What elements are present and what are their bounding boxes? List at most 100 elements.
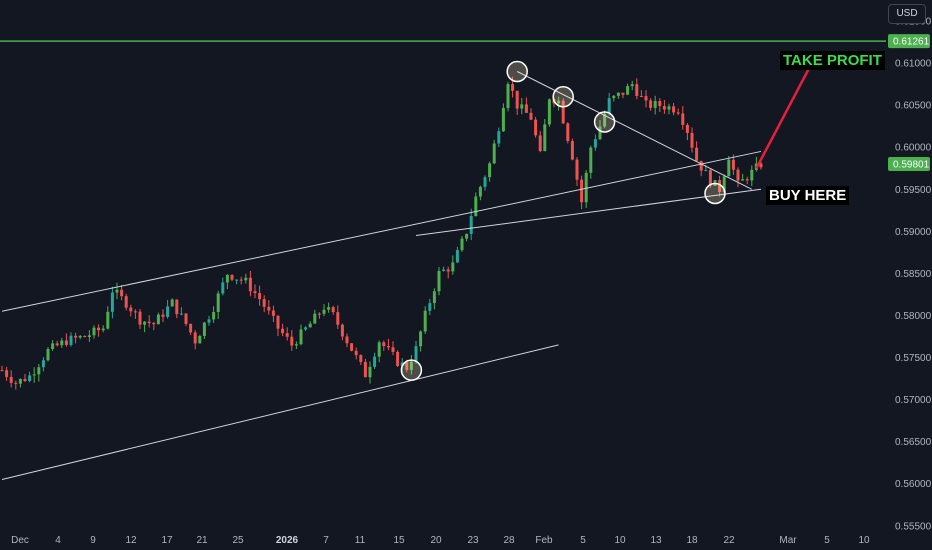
touch-point-circle: [704, 182, 726, 205]
time-tick-label: Dec: [11, 535, 29, 546]
candle-body: [474, 196, 478, 217]
candle-body: [170, 299, 174, 307]
price-axis-bg: [886, 0, 932, 550]
candle-body: [465, 233, 469, 239]
candle-body: [193, 332, 197, 344]
candle-body: [354, 350, 358, 356]
candle-body: [488, 163, 492, 178]
candle-body: [207, 319, 211, 323]
time-tick-label: 5: [580, 535, 586, 546]
time-tick-label: 22: [723, 535, 735, 546]
candle-body: [271, 310, 275, 316]
price-tick-label: 0.61000: [895, 59, 932, 70]
candle-body: [497, 131, 501, 144]
candle-body: [133, 311, 137, 313]
candle-body: [299, 329, 303, 345]
touch-point-circle: [506, 60, 528, 83]
candle-body: [607, 98, 611, 114]
candle-body: [78, 336, 82, 338]
candle-body: [543, 124, 547, 152]
candle-body: [575, 159, 579, 180]
candle-body: [359, 355, 363, 362]
candle-body: [483, 177, 487, 187]
time-tick-label: 4: [55, 535, 61, 546]
price-tick-label: 0.55500: [895, 521, 932, 532]
time-tick-label: Mar: [779, 535, 797, 546]
candle-body: [492, 143, 496, 164]
candle-body: [115, 289, 119, 293]
price-axis[interactable]: 0.615000.610000.605000.600000.595000.590…: [886, 0, 932, 550]
candle-body: [529, 112, 533, 120]
candle-body: [741, 179, 745, 181]
candle-body: [138, 311, 142, 325]
candle-body: [74, 335, 78, 338]
current_price-badge: [888, 156, 930, 171]
candle-body: [373, 356, 377, 367]
candle-body: [198, 335, 202, 344]
candle-body: [285, 333, 289, 337]
take_profit-badge-label: 0.61261: [893, 37, 930, 48]
candle-body: [55, 343, 59, 346]
candle-body: [662, 106, 666, 110]
candle-body: [538, 135, 542, 152]
candle-body: [626, 86, 630, 95]
time-tick-label: 11: [355, 535, 366, 546]
currency-selector-button[interactable]: USD: [888, 4, 926, 24]
candle-body: [400, 362, 404, 366]
candle-body: [230, 274, 234, 280]
candle-body: [106, 311, 110, 329]
candle-body: [437, 270, 441, 292]
candle-body: [690, 132, 694, 148]
time-tick-label: 9: [90, 535, 96, 546]
candle-body: [414, 346, 418, 362]
candle-body: [147, 321, 151, 323]
time-tick-label: 2026: [276, 535, 299, 546]
touch-points-layer: [400, 60, 726, 381]
candle-body: [391, 347, 395, 352]
candle-body: [124, 296, 128, 308]
candle-body: [644, 96, 648, 101]
price-tick-label: 0.59500: [895, 185, 932, 196]
candle-body: [175, 299, 179, 315]
candle-body: [704, 170, 708, 172]
candle-body: [129, 307, 133, 312]
candle-body: [83, 336, 87, 338]
candle-body: [580, 179, 584, 203]
touch-point-circle: [400, 359, 423, 381]
candle-body: [547, 99, 551, 125]
candle-body: [428, 303, 432, 311]
time-tick-label: 15: [393, 535, 405, 546]
candle-body: [41, 360, 45, 368]
candle-body: [212, 312, 216, 320]
candle-body: [294, 344, 298, 346]
time-axis[interactable]: Dec 4 9 12 17 21 25 2026 7 11 15 20 23 28 Feb 5 10 13 18 22…: [0, 530, 932, 550]
candle-body: [221, 282, 225, 294]
candle-body: [327, 307, 331, 310]
touch-point-circle: [552, 85, 574, 108]
time-tick-label: 18: [686, 535, 698, 546]
candle-body: [262, 299, 266, 307]
buy-here-label: BUY HERE: [766, 186, 850, 205]
take_profit-badge: [888, 34, 930, 49]
candle-body: [419, 331, 423, 347]
candle-body: [101, 328, 105, 331]
price-tick-label: 0.56000: [895, 479, 932, 490]
candle-body: [92, 327, 96, 336]
candle-body: [189, 323, 193, 333]
candle-body: [340, 324, 344, 337]
candle-body: [570, 141, 574, 160]
candle-body: [396, 351, 400, 366]
candle-body: [322, 309, 326, 314]
price-tick-label: 0.60000: [895, 143, 932, 154]
price-tick-label: 0.57000: [895, 395, 932, 406]
candle-body: [589, 147, 593, 173]
candle-body: [331, 307, 335, 313]
candle-body: [235, 279, 239, 281]
candle-body: [478, 186, 482, 197]
candle-body: [290, 336, 294, 346]
candle-body: [593, 139, 597, 148]
candle-body: [603, 113, 607, 127]
price-tick-label: 0.60500: [895, 101, 932, 112]
candle-body: [51, 343, 55, 350]
